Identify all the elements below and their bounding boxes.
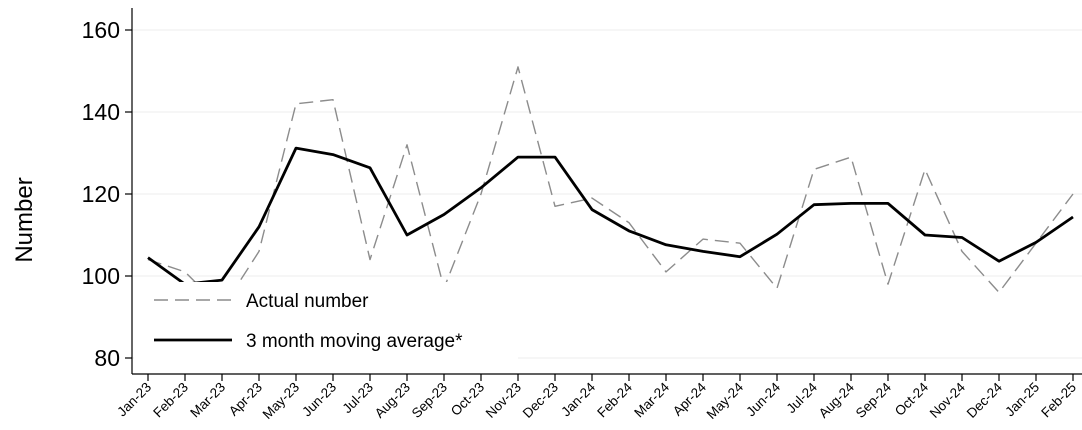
x-tick-label: Jan-23 [114, 380, 154, 420]
x-tick-label: Mar-23 [187, 380, 228, 421]
series-line-moving-average [147, 146, 1074, 286]
x-tick-label: Nov-24 [927, 379, 969, 421]
x-tick-label: Jan-25 [1002, 380, 1042, 420]
legend-label: 3 month moving average* [246, 331, 463, 352]
x-tick-label: Aug-24 [816, 379, 858, 421]
legend: Actual number 3 month moving average* [134, 282, 518, 362]
y-tick-label: 100 [82, 263, 120, 289]
x-tick-label: Apr-23 [226, 380, 265, 419]
x-tick-label: Feb-23 [150, 380, 191, 421]
x-tick-label: Oct-24 [892, 379, 932, 419]
x-tick-label: Jun-23 [299, 380, 339, 420]
x-tick-label: Aug-23 [372, 380, 413, 421]
y-tick-label: 140 [82, 99, 120, 125]
y-tick-label: 160 [82, 17, 120, 43]
x-tick-label: Mar-24 [631, 379, 672, 420]
x-tick-label: May-23 [260, 380, 302, 422]
series-line-actual [147, 66, 1074, 310]
x-tick-label: Sep-24 [853, 379, 895, 421]
y-tick-label: 120 [82, 181, 120, 207]
x-tick-label: Nov-23 [483, 380, 524, 421]
x-tick-label: Feb-25 [1038, 380, 1079, 421]
x-tick-label: Oct-23 [448, 380, 487, 419]
x-tick-label: Jul-23 [340, 380, 377, 417]
x-tick-label: Dec-23 [520, 380, 561, 421]
legend-label: Actual number [246, 291, 369, 312]
x-tick-label: Dec-24 [964, 379, 1006, 421]
x-tick-label: Apr-24 [670, 379, 710, 419]
x-tick-label: Sep-23 [409, 380, 450, 421]
grid-lines [132, 29, 1082, 359]
y-tick-label: 80 [94, 345, 120, 371]
x-tick-label: Jan-24 [558, 379, 598, 419]
legend-box [134, 282, 518, 362]
x-tick-label: Jun-24 [743, 379, 783, 419]
y-axis-label: Number [11, 177, 38, 262]
series-lines [147, 66, 1074, 310]
x-tick-label: Feb-24 [594, 379, 635, 420]
x-tick-label: May-24 [704, 379, 747, 422]
